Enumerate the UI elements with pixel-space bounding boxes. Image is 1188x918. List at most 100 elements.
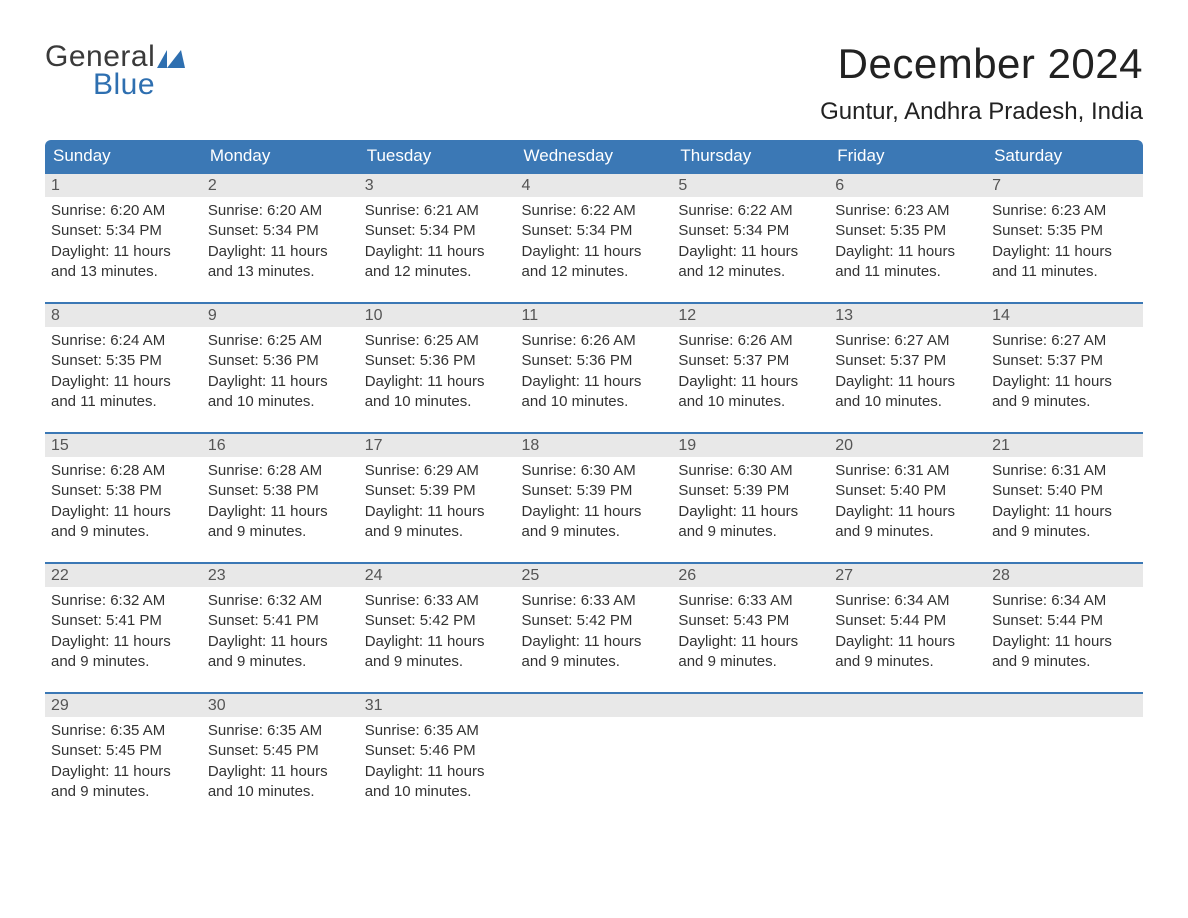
- calendar-week-row: 1Sunrise: 6:20 AMSunset: 5:34 PMDaylight…: [45, 172, 1143, 302]
- daylight-line: Daylight: 11 hours and 9 minutes.: [365, 502, 510, 543]
- calendar-day-cell: 8Sunrise: 6:24 AMSunset: 5:35 PMDaylight…: [45, 302, 202, 432]
- day-content: Sunrise: 6:33 AMSunset: 5:42 PMDaylight:…: [359, 587, 516, 680]
- sunrise-line: Sunrise: 6:35 AM: [208, 721, 353, 741]
- daylight-line: Daylight: 11 hours and 9 minutes.: [208, 502, 353, 543]
- calendar-day-cell: 22Sunrise: 6:32 AMSunset: 5:41 PMDayligh…: [45, 562, 202, 692]
- date-number: 2: [202, 172, 359, 197]
- calendar-day-cell: 7Sunrise: 6:23 AMSunset: 5:35 PMDaylight…: [986, 172, 1143, 302]
- sunrise-line: Sunrise: 6:35 AM: [51, 721, 196, 741]
- day-content: Sunrise: 6:22 AMSunset: 5:34 PMDaylight:…: [516, 197, 673, 290]
- sunrise-line: Sunrise: 6:33 AM: [522, 591, 667, 611]
- sunset-line: Sunset: 5:34 PM: [522, 221, 667, 241]
- daylight-line: Daylight: 11 hours and 9 minutes.: [678, 632, 823, 673]
- daylight-line: Daylight: 11 hours and 10 minutes.: [678, 372, 823, 413]
- calendar-body: 1Sunrise: 6:20 AMSunset: 5:34 PMDaylight…: [45, 172, 1143, 822]
- date-number: 30: [202, 692, 359, 717]
- flag-icon: [157, 50, 185, 68]
- day-content: Sunrise: 6:27 AMSunset: 5:37 PMDaylight:…: [986, 327, 1143, 420]
- sunrise-line: Sunrise: 6:25 AM: [365, 331, 510, 351]
- day-content: Sunrise: 6:34 AMSunset: 5:44 PMDaylight:…: [829, 587, 986, 680]
- day-content: Sunrise: 6:31 AMSunset: 5:40 PMDaylight:…: [986, 457, 1143, 550]
- sunrise-line: Sunrise: 6:29 AM: [365, 461, 510, 481]
- daylight-line: Daylight: 11 hours and 9 minutes.: [835, 632, 980, 673]
- calendar-day-cell: 26Sunrise: 6:33 AMSunset: 5:43 PMDayligh…: [672, 562, 829, 692]
- date-number: 1: [45, 172, 202, 197]
- calendar-day-cell: 15Sunrise: 6:28 AMSunset: 5:38 PMDayligh…: [45, 432, 202, 562]
- daylight-line: Daylight: 11 hours and 11 minutes.: [51, 372, 196, 413]
- sunrise-line: Sunrise: 6:23 AM: [835, 201, 980, 221]
- calendar-day-cell: 13 Sunrise: 6:27 AMSunset: 5:37 PMDayligh…: [829, 302, 986, 432]
- calendar-week-row: 15Sunrise: 6:28 AMSunset: 5:38 PMDayligh…: [45, 432, 1143, 562]
- date-number: 5: [672, 172, 829, 197]
- day-content: Sunrise: 6:26 AMSunset: 5:37 PMDaylight:…: [672, 327, 829, 420]
- day-content: Sunrise: 6:32 AMSunset: 5:41 PMDaylight:…: [45, 587, 202, 680]
- day-content: Sunrise: 6:20 AMSunset: 5:34 PMDaylight:…: [45, 197, 202, 290]
- calendar-day-cell: 12Sunrise: 6:26 AMSunset: 5:37 PMDayligh…: [672, 302, 829, 432]
- calendar-day-cell: 14Sunrise: 6:27 AMSunset: 5:37 PMDayligh…: [986, 302, 1143, 432]
- date-number: 8: [45, 302, 202, 327]
- daylight-line: Daylight: 11 hours and 10 minutes.: [208, 762, 353, 803]
- sunset-line: Sunset: 5:36 PM: [365, 351, 510, 371]
- sunset-line: Sunset: 5:42 PM: [522, 611, 667, 631]
- sunset-line: Sunset: 5:37 PM: [992, 351, 1137, 371]
- date-number: 3: [359, 172, 516, 197]
- day-content: Sunrise: 6:33 AMSunset: 5:42 PMDaylight:…: [516, 587, 673, 680]
- date-number: 14: [986, 302, 1143, 327]
- calendar-day-cell: 23Sunrise: 6:32 AMSunset: 5:41 PMDayligh…: [202, 562, 359, 692]
- location-subtitle: Guntur, Andhra Pradesh, India: [820, 98, 1143, 126]
- calendar-day-cell: 17Sunrise: 6:29 AMSunset: 5:39 PMDayligh…: [359, 432, 516, 562]
- day-content: Sunrise: 6:26 AMSunset: 5:36 PMDaylight:…: [516, 327, 673, 420]
- sunrise-line: Sunrise: 6:26 AM: [678, 331, 823, 351]
- sunrise-line: Sunrise: 6:20 AM: [51, 201, 196, 221]
- daylight-line: Daylight: 11 hours and 10 minutes.: [835, 372, 980, 413]
- daylight-line: Daylight: 11 hours and 9 minutes.: [51, 762, 196, 803]
- brand-logo: General Blue: [45, 40, 185, 102]
- sunset-line: Sunset: 5:40 PM: [992, 481, 1137, 501]
- calendar-day-cell: 9Sunrise: 6:25 AMSunset: 5:36 PMDaylight…: [202, 302, 359, 432]
- sunrise-line: Sunrise: 6:22 AM: [522, 201, 667, 221]
- sunrise-line: Sunrise: 6:31 AM: [835, 461, 980, 481]
- daylight-line: Daylight: 11 hours and 13 minutes.: [208, 242, 353, 283]
- daylight-line: Daylight: 11 hours and 11 minutes.: [835, 242, 980, 283]
- daylight-line: Daylight: 11 hours and 9 minutes.: [992, 372, 1137, 413]
- day-content: Sunrise: 6:35 AMSunset: 5:46 PMDaylight:…: [359, 717, 516, 810]
- sunset-line: Sunset: 5:35 PM: [835, 221, 980, 241]
- calendar-day-cell: 2Sunrise: 6:20 AMSunset: 5:34 PMDaylight…: [202, 172, 359, 302]
- date-number: 13: [829, 302, 986, 327]
- day-content: Sunrise: 6:28 AMSunset: 5:38 PMDaylight:…: [202, 457, 359, 550]
- sunrise-line: Sunrise: 6:26 AM: [522, 331, 667, 351]
- empty-date-strip: [516, 692, 673, 717]
- sunset-line: Sunset: 5:34 PM: [208, 221, 353, 241]
- date-number: 4: [516, 172, 673, 197]
- sunset-line: Sunset: 5:44 PM: [992, 611, 1137, 631]
- calendar-day-cell: 24Sunrise: 6:33 AMSunset: 5:42 PMDayligh…: [359, 562, 516, 692]
- date-number: 31: [359, 692, 516, 717]
- empty-date-strip: [672, 692, 829, 717]
- date-number: 23: [202, 562, 359, 587]
- daylight-line: Daylight: 11 hours and 9 minutes.: [992, 632, 1137, 673]
- day-header: Wednesday: [516, 140, 673, 172]
- calendar-day-cell: 5Sunrise: 6:22 AMSunset: 5:34 PMDaylight…: [672, 172, 829, 302]
- day-content: Sunrise: 6:25 AMSunset: 5:36 PMDaylight:…: [202, 327, 359, 420]
- day-content: Sunrise: 6:32 AMSunset: 5:41 PMDaylight:…: [202, 587, 359, 680]
- date-number: 10: [359, 302, 516, 327]
- date-number: 21: [986, 432, 1143, 457]
- calendar-day-cell: [516, 692, 673, 822]
- sunset-line: Sunset: 5:38 PM: [208, 481, 353, 501]
- sunset-line: Sunset: 5:34 PM: [678, 221, 823, 241]
- date-number: 19: [672, 432, 829, 457]
- calendar-day-cell: 10Sunrise: 6:25 AMSunset: 5:36 PMDayligh…: [359, 302, 516, 432]
- date-number: 27: [829, 562, 986, 587]
- sunrise-line: Sunrise: 6:33 AM: [678, 591, 823, 611]
- sunset-line: Sunset: 5:37 PM: [835, 351, 980, 371]
- day-content: Sunrise: 6:33 AMSunset: 5:43 PMDaylight:…: [672, 587, 829, 680]
- date-number: 24: [359, 562, 516, 587]
- calendar-day-cell: 21Sunrise: 6:31 AMSunset: 5:40 PMDayligh…: [986, 432, 1143, 562]
- sunset-line: Sunset: 5:37 PM: [678, 351, 823, 371]
- day-header: Thursday: [672, 140, 829, 172]
- day-content: Sunrise: 6:21 AMSunset: 5:34 PMDaylight:…: [359, 197, 516, 290]
- sunset-line: Sunset: 5:40 PM: [835, 481, 980, 501]
- sunset-line: Sunset: 5:45 PM: [51, 741, 196, 761]
- sunrise-line: Sunrise: 6:34 AM: [835, 591, 980, 611]
- sunrise-line: Sunrise: 6:27 AM: [835, 331, 980, 351]
